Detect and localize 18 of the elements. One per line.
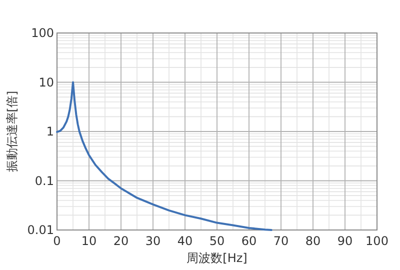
y-tick-label: 10 bbox=[38, 75, 54, 90]
y-tick-label: 0.1 bbox=[34, 174, 54, 188]
y-tick-label: 0.01 bbox=[27, 223, 54, 237]
x-tick-label: 10 bbox=[81, 234, 97, 248]
x-tick-label: 80 bbox=[305, 234, 321, 248]
x-tick-label: 60 bbox=[241, 234, 257, 248]
y-tick-label: 1 bbox=[46, 124, 54, 138]
y-axis-title: 振動伝達率[倍] bbox=[5, 90, 19, 172]
x-tick-label: 90 bbox=[337, 234, 353, 248]
x-axis-title: 周波数[Hz] bbox=[186, 251, 248, 265]
x-tick-label: 20 bbox=[113, 234, 129, 248]
y-tick-label: 100 bbox=[31, 26, 54, 40]
x-tick-label: 70 bbox=[273, 234, 289, 248]
x-tick-label: 100 bbox=[366, 234, 388, 248]
x-tick-label: 0 bbox=[53, 234, 61, 248]
x-tick-label: 40 bbox=[177, 234, 193, 248]
x-tick-label: 30 bbox=[145, 234, 161, 248]
x-tick-label: 50 bbox=[209, 234, 225, 248]
